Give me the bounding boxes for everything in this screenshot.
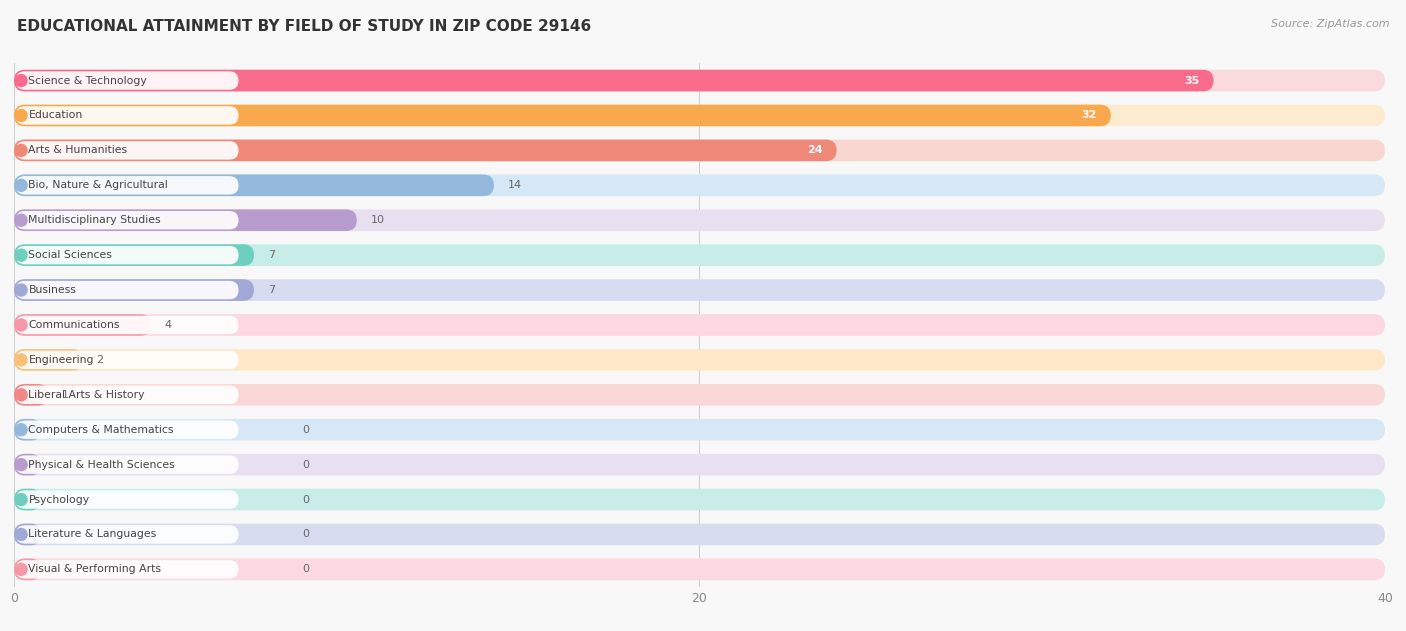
Text: Computers & Mathematics: Computers & Mathematics [28,425,174,435]
Text: Communications: Communications [28,320,120,330]
Text: Liberal Arts & History: Liberal Arts & History [28,390,145,400]
Circle shape [15,284,27,296]
Text: 0: 0 [302,495,309,505]
FancyBboxPatch shape [14,384,48,406]
FancyBboxPatch shape [14,280,1385,301]
Circle shape [15,179,27,191]
FancyBboxPatch shape [14,558,1385,580]
FancyBboxPatch shape [14,105,1111,126]
Circle shape [15,249,27,261]
FancyBboxPatch shape [15,420,239,439]
FancyBboxPatch shape [14,349,1385,370]
Circle shape [15,354,27,366]
FancyBboxPatch shape [15,71,239,90]
Text: Social Sciences: Social Sciences [28,250,112,260]
Circle shape [15,74,27,86]
FancyBboxPatch shape [14,70,1213,91]
FancyBboxPatch shape [15,316,239,334]
FancyBboxPatch shape [14,489,42,510]
FancyBboxPatch shape [15,141,239,160]
FancyBboxPatch shape [14,105,1385,126]
Text: 14: 14 [508,180,522,191]
Text: Engineering: Engineering [28,355,94,365]
Circle shape [15,110,27,121]
Text: Science & Technology: Science & Technology [28,76,148,86]
Text: 35: 35 [1185,76,1199,86]
Circle shape [15,459,27,471]
Text: 0: 0 [302,425,309,435]
FancyBboxPatch shape [14,558,42,580]
Circle shape [15,493,27,505]
Text: Business: Business [28,285,76,295]
Text: 1: 1 [62,390,69,400]
FancyBboxPatch shape [15,106,239,125]
FancyBboxPatch shape [14,524,42,545]
Text: Psychology: Psychology [28,495,90,505]
FancyBboxPatch shape [15,386,239,404]
Circle shape [15,389,27,401]
FancyBboxPatch shape [15,525,239,544]
Circle shape [15,144,27,156]
FancyBboxPatch shape [14,244,1385,266]
FancyBboxPatch shape [14,349,83,370]
FancyBboxPatch shape [15,246,239,264]
Text: Arts & Humanities: Arts & Humanities [28,145,128,155]
FancyBboxPatch shape [14,139,837,161]
FancyBboxPatch shape [14,454,1385,475]
Text: Multidisciplinary Studies: Multidisciplinary Studies [28,215,162,225]
FancyBboxPatch shape [14,314,152,336]
FancyBboxPatch shape [14,454,42,475]
Text: EDUCATIONAL ATTAINMENT BY FIELD OF STUDY IN ZIP CODE 29146: EDUCATIONAL ATTAINMENT BY FIELD OF STUDY… [17,19,591,34]
Text: 7: 7 [267,285,274,295]
Text: Visual & Performing Arts: Visual & Performing Arts [28,564,162,574]
Text: 0: 0 [302,564,309,574]
Text: 4: 4 [165,320,172,330]
Text: Physical & Health Sciences: Physical & Health Sciences [28,459,176,469]
FancyBboxPatch shape [15,351,239,369]
Circle shape [15,563,27,575]
FancyBboxPatch shape [14,489,1385,510]
FancyBboxPatch shape [14,70,1385,91]
FancyBboxPatch shape [14,419,1385,440]
Text: 0: 0 [302,529,309,540]
FancyBboxPatch shape [15,490,239,509]
FancyBboxPatch shape [15,456,239,474]
Circle shape [15,319,27,331]
FancyBboxPatch shape [14,384,1385,406]
FancyBboxPatch shape [15,560,239,579]
FancyBboxPatch shape [14,209,357,231]
Circle shape [15,529,27,540]
FancyBboxPatch shape [14,314,1385,336]
FancyBboxPatch shape [15,211,239,230]
Text: 2: 2 [96,355,104,365]
FancyBboxPatch shape [15,281,239,299]
Text: Education: Education [28,110,83,121]
FancyBboxPatch shape [14,209,1385,231]
FancyBboxPatch shape [14,139,1385,161]
FancyBboxPatch shape [14,244,254,266]
FancyBboxPatch shape [14,175,494,196]
FancyBboxPatch shape [14,419,42,440]
Circle shape [15,424,27,435]
Text: 7: 7 [267,250,274,260]
FancyBboxPatch shape [14,524,1385,545]
Text: 32: 32 [1081,110,1097,121]
Text: Literature & Languages: Literature & Languages [28,529,156,540]
Text: 0: 0 [302,459,309,469]
Text: 24: 24 [807,145,823,155]
FancyBboxPatch shape [14,280,254,301]
FancyBboxPatch shape [15,176,239,194]
Circle shape [15,215,27,226]
Text: Bio, Nature & Agricultural: Bio, Nature & Agricultural [28,180,169,191]
FancyBboxPatch shape [14,175,1385,196]
Text: 10: 10 [371,215,384,225]
Text: Source: ZipAtlas.com: Source: ZipAtlas.com [1271,19,1389,29]
